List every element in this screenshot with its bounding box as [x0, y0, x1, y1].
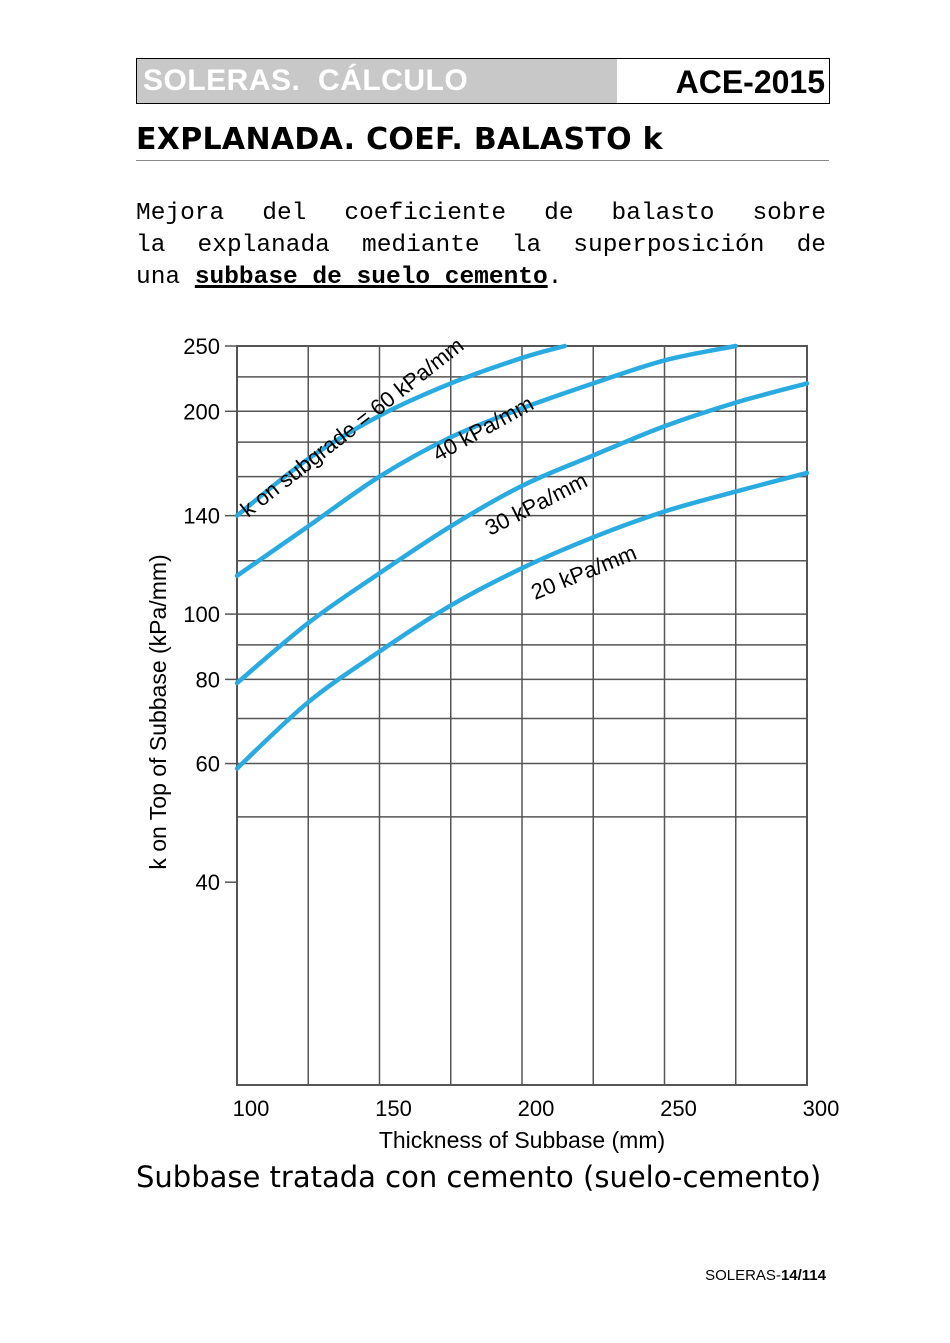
intro-line-1: Mejora del coeficiente de balasto sobre	[136, 200, 826, 227]
intro-line-2: la explanada mediante la superposición d…	[136, 232, 826, 259]
x-tick-label: 200	[518, 1096, 555, 1121]
figure-caption: Subbase tratada con cemento (suelo-cemen…	[136, 1160, 822, 1194]
series-label: 20 kPa/mm	[528, 540, 641, 605]
y-tick-label: 60	[196, 752, 220, 777]
page-title: EXPLANADA. COEF. BALASTO k	[136, 122, 663, 157]
chart-ticks: 100 150 200 250 300 250 200 140 100 80 60 40	[183, 334, 839, 1121]
y-axis-label: k on Top of Subbase (kPa/mm)	[145, 554, 171, 869]
series-line	[234, 343, 567, 518]
y-tick-label: 140	[183, 504, 220, 529]
intro-prefix: una	[136, 264, 195, 291]
title-divider	[136, 160, 829, 161]
page-footer: SOLERAS-14/114	[705, 1267, 826, 1284]
chart-series	[234, 343, 810, 771]
y-tick-label: 80	[196, 667, 220, 692]
x-tick-label: 100	[233, 1096, 270, 1121]
k-subbase-chart: 100 150 200 250 300 250 200 140 100 80 60 40 k on s…	[145, 332, 839, 1153]
y-tick-label: 200	[183, 399, 220, 424]
series-line	[234, 343, 738, 579]
x-tick-label: 250	[660, 1096, 697, 1121]
y-tick-label: 100	[183, 602, 220, 627]
header-document-code: ACE-2015	[675, 64, 825, 100]
series-line	[234, 470, 810, 771]
intro-paragraph: Mejora del coeficiente de balasto sobre …	[136, 198, 836, 294]
y-tick-label: 250	[183, 334, 220, 359]
intro-emphasis: subbase de suelo cemento	[194, 264, 548, 291]
x-axis-label: Thickness of Subbase (mm)	[379, 1127, 665, 1153]
header-section-title: SOLERAS. CÁLCULO	[137, 59, 617, 103]
x-tick-label: 300	[803, 1096, 840, 1121]
intro-line-3: una subbase de suelo cemento.	[136, 264, 562, 291]
x-tick-label: 150	[375, 1096, 412, 1121]
y-tick-label: 40	[196, 870, 220, 895]
page-number: 14/114	[780, 1267, 826, 1284]
header-box: SOLERAS. CÁLCULO ACE-2015	[136, 58, 830, 104]
intro-suffix: .	[547, 264, 563, 291]
series-line	[234, 381, 810, 686]
footer-prefix: SOLERAS-	[705, 1267, 781, 1284]
